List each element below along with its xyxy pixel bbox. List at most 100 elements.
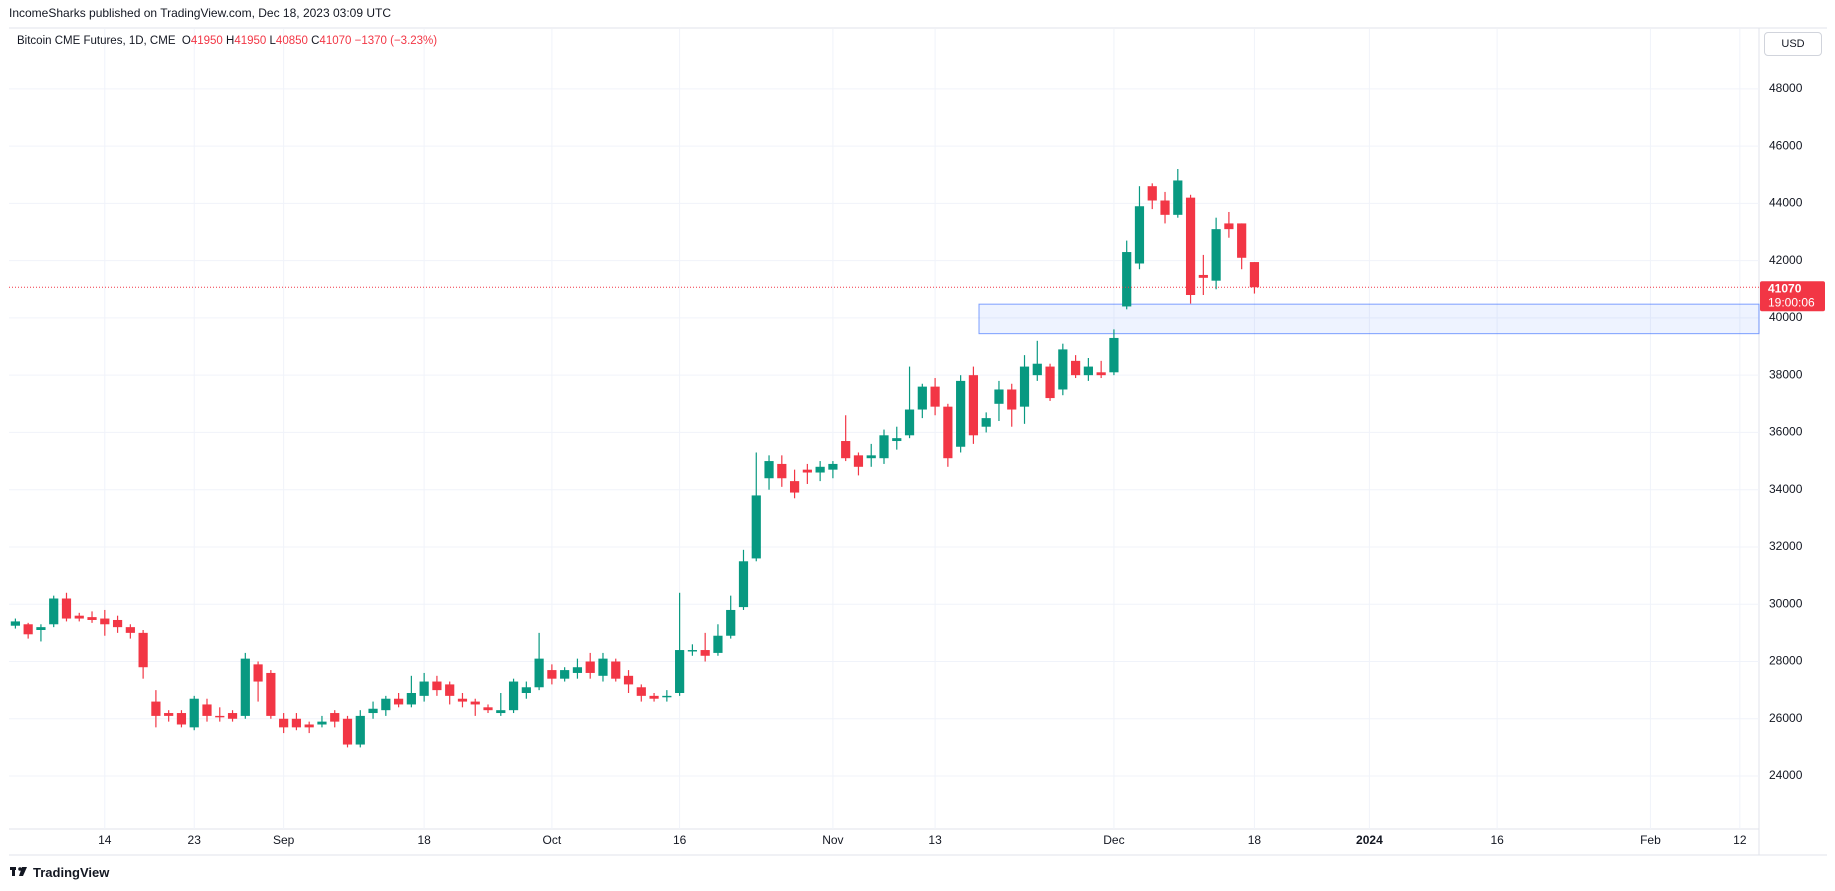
x-tick-label: 12: [1733, 833, 1747, 847]
candle-body: [227, 713, 238, 719]
candle-body: [943, 406, 953, 459]
candle-body: [777, 463, 787, 479]
candle-body: [662, 695, 672, 698]
candle-body: [1007, 389, 1017, 410]
candle-body: [36, 627, 46, 631]
y-tick-label: 40000: [1769, 310, 1803, 324]
logo-part: [18, 867, 22, 871]
candle-body: [687, 650, 697, 652]
x-tick-label: Sep: [273, 833, 295, 847]
candle-body: [981, 418, 991, 427]
x-tick-label: 14: [98, 833, 112, 847]
candle-body: [764, 461, 774, 479]
candle-body: [406, 692, 416, 705]
x-tick-label: 16: [673, 833, 687, 847]
candle-body: [253, 664, 263, 682]
candle-body: [751, 495, 761, 559]
y-tick-label: 32000: [1769, 539, 1803, 553]
y-tick-label: 46000: [1769, 138, 1803, 152]
x-tick-label: Nov: [822, 833, 843, 847]
candle-body: [738, 561, 749, 608]
candle-body: [611, 661, 621, 679]
open-label: O: [181, 35, 191, 47]
candle-body: [176, 713, 187, 725]
candle-body: [1134, 206, 1145, 264]
y-tick-label: 30000: [1769, 596, 1803, 610]
logo-part: [19, 867, 27, 876]
candle-body: [381, 698, 391, 711]
candle-body: [330, 713, 340, 722]
legend: Bitcoin CME Futures, 1D, CME O41950 H419…: [17, 35, 437, 47]
candle-body: [125, 627, 135, 633]
candle-body: [240, 658, 250, 716]
candle-body: [1211, 229, 1221, 281]
x-tick-label: Dec: [1103, 833, 1124, 847]
brand: TradingView: [33, 865, 110, 880]
candle-body: [49, 598, 59, 625]
candle-body: [202, 704, 212, 716]
candle-body: [279, 718, 289, 728]
candle-body: [1083, 366, 1093, 376]
logo: [10, 867, 27, 876]
candle-body: [304, 724, 314, 728]
candle-body: [470, 701, 480, 705]
candle-body: [534, 658, 544, 688]
candle-body: [1185, 197, 1196, 295]
candle-body: [623, 675, 634, 685]
y-tick-label: 44000: [1769, 196, 1803, 210]
candle-body: [853, 455, 864, 467]
candle-body: [100, 618, 110, 625]
candle-body: [61, 598, 72, 619]
candle-body: [394, 698, 404, 705]
candle-body: [10, 621, 20, 626]
high-value: 41950: [234, 35, 267, 47]
candle-body: [892, 438, 902, 442]
x-tick-label: 18: [1248, 833, 1262, 847]
candle-body: [508, 681, 519, 711]
candle-body: [445, 684, 455, 696]
change-percent: (−3.23%): [390, 35, 438, 47]
candle-body: [215, 715, 225, 718]
x-tick-label: 13: [928, 833, 942, 847]
candle-body: [87, 617, 97, 620]
last-price-label: 41070: [1768, 281, 1802, 295]
candle-body: [1224, 223, 1234, 230]
candle-body: [317, 721, 327, 725]
candle-body: [560, 670, 570, 679]
candle-body: [138, 632, 148, 668]
candle-body: [700, 650, 710, 656]
candle-body: [930, 386, 940, 407]
candle-body: [1096, 372, 1106, 376]
candle-body: [598, 658, 608, 676]
candle-body: [1173, 180, 1183, 215]
candle-body: [151, 701, 161, 716]
candle-body: [496, 710, 506, 714]
candle-body: [1109, 337, 1119, 373]
support-zone: [978, 303, 1760, 335]
candle-body: [1071, 360, 1081, 376]
candle-body: [636, 687, 646, 696]
candle-body: [1237, 223, 1247, 258]
currency-button[interactable]: USD: [1764, 32, 1822, 56]
candle-body: [968, 375, 979, 436]
candle-body: [789, 481, 800, 493]
candle-body: [1249, 262, 1260, 288]
candle-body: [432, 681, 442, 691]
candle-body: [74, 615, 84, 619]
x-tick-label: Feb: [1640, 833, 1661, 847]
candle-body: [994, 389, 1004, 404]
candle-body: [355, 715, 365, 745]
open-value: 41950: [190, 35, 223, 47]
high-label: H: [226, 35, 235, 47]
candle-body: [828, 463, 838, 470]
candle-body: [866, 455, 876, 459]
candle-body: [1019, 366, 1030, 407]
candle-body: [1032, 363, 1042, 376]
candle-body: [112, 619, 123, 628]
candle-body: [879, 435, 889, 459]
candle-body: [547, 670, 557, 679]
candle-body: [675, 650, 685, 693]
candle-body: [802, 469, 812, 473]
candle-body: [1045, 366, 1055, 399]
